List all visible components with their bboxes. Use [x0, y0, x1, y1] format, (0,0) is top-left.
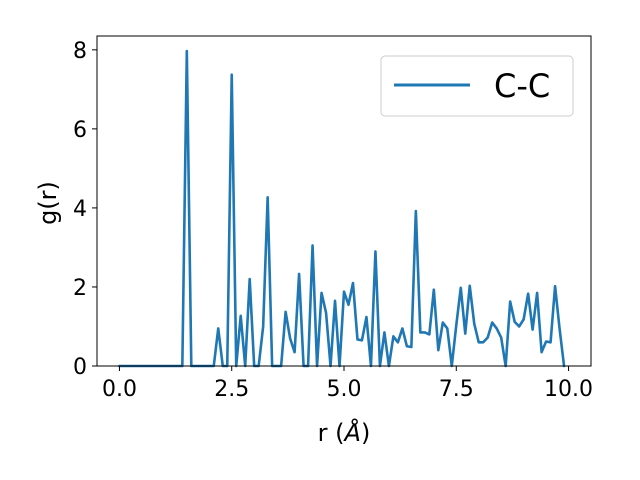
y-tick-label: 2 — [73, 276, 87, 301]
legend-frame — [380, 55, 574, 117]
y-tick-label: 4 — [73, 197, 87, 222]
ticks: 0.0 2.5 5.0 7.5 10.0 0 2 4 6 8 — [73, 39, 593, 402]
x-tick-label: 2.5 — [214, 377, 249, 402]
x-axis-label-unit: Å — [343, 418, 361, 447]
legend-label-c-c: C-C — [494, 67, 550, 105]
x-tick-label: 5.0 — [327, 377, 362, 402]
y-tick-label: 0 — [73, 355, 87, 380]
x-tick-label: 7.5 — [439, 377, 474, 402]
x-axis-label: r (Å) — [318, 418, 371, 447]
x-tick-label: 10.0 — [544, 377, 593, 402]
y-axis-label: g(r) — [34, 181, 62, 225]
y-tick-label: 8 — [73, 39, 87, 64]
x-tick-label: 0.0 — [102, 377, 137, 402]
y-tick-label: 6 — [73, 118, 87, 143]
legend: C-C — [380, 55, 574, 117]
